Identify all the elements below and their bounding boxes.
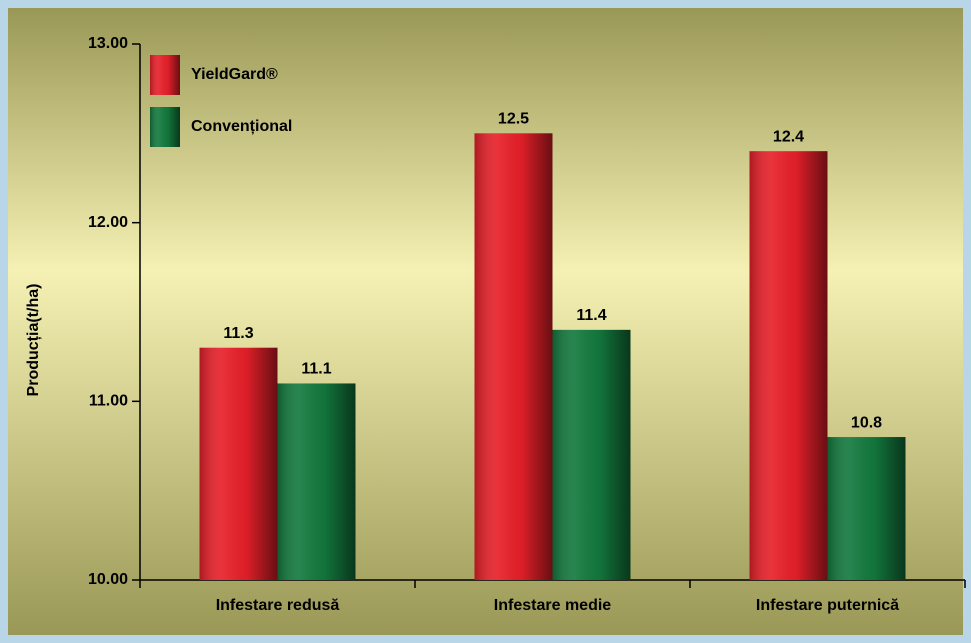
value-label: 11.4 xyxy=(576,307,606,324)
x-tick-label: Infestare redusă xyxy=(216,597,340,614)
bar-shade xyxy=(749,151,828,580)
bar-shade xyxy=(552,329,631,580)
y-axis-label: Producția(t/ha) xyxy=(25,284,42,397)
y-tick-label: 10.00 xyxy=(88,571,128,588)
value-label: 11.1 xyxy=(301,361,331,378)
y-tick-label: 13.00 xyxy=(88,35,128,52)
x-tick-label: Infestare puternică xyxy=(756,597,899,614)
bar-shade xyxy=(474,133,553,581)
value-label: 12.5 xyxy=(498,111,529,128)
legend-label: Convențional xyxy=(191,118,292,135)
value-label: 10.8 xyxy=(851,414,882,431)
legend-swatch-shade xyxy=(150,107,180,147)
bar-shade xyxy=(827,437,906,580)
value-label: 11.3 xyxy=(223,325,253,342)
legend-label: YieldGard® xyxy=(191,66,278,83)
legend-swatch-shade xyxy=(150,55,180,95)
bar-shade xyxy=(277,383,356,580)
value-label: 12.4 xyxy=(773,128,804,145)
x-tick-label: Infestare medie xyxy=(494,597,611,614)
y-tick-label: 12.00 xyxy=(88,214,128,231)
y-tick-label: 11.00 xyxy=(89,393,128,410)
bar-shade xyxy=(199,347,278,580)
